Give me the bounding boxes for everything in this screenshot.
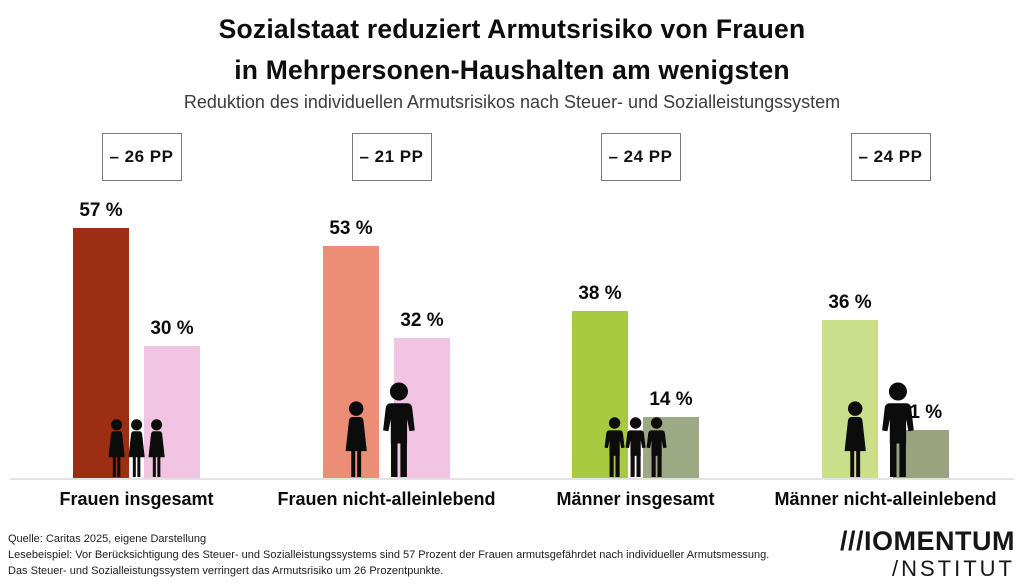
category-label: Männer insgesamt	[556, 489, 715, 509]
title-line-1: Sozialstaat reduziert Armutsrisiko von F…	[218, 14, 806, 44]
x-axis-line	[10, 478, 1014, 480]
man-icon	[625, 417, 646, 477]
man-icon	[646, 417, 667, 477]
category-label: Männer nicht-alleinlebend	[774, 489, 997, 509]
bar-value-label: 14 %	[649, 388, 693, 410]
logo-wordmark-institut: /NSTITUT	[892, 556, 1015, 581]
man-icon	[382, 382, 415, 477]
source-note: Quelle: Caritas 2025, eigene Darstellung…	[8, 531, 769, 579]
pictogram-couple	[840, 401, 870, 477]
pictogram-three-men	[602, 417, 627, 477]
pictogram-couple	[878, 382, 918, 477]
momentum-institut-logo: ///IOMENTUM /NSTITUT	[840, 527, 1015, 582]
bar-value-label: 57 %	[79, 200, 123, 221]
pictogram-three-women	[145, 419, 168, 477]
woman-icon	[108, 419, 125, 477]
reduction-annotation: – 24 PP	[600, 133, 681, 181]
pictogram-three-women	[105, 419, 128, 477]
bar	[822, 320, 878, 478]
source-line: Quelle: Caritas 2025, eigene Darstellung	[8, 533, 207, 545]
bar-value-label: 36 %	[828, 292, 872, 314]
bar-value-label: 38 %	[578, 283, 622, 305]
category-label: Frauen nicht-alleinlebend	[277, 489, 496, 509]
bar-value-label: 32 %	[400, 309, 444, 331]
reading-example-line-2: Das Steuer- und Sozialleistungssystem ve…	[8, 565, 444, 577]
woman-icon	[345, 401, 368, 477]
pictogram-three-men	[623, 417, 648, 477]
chart-subtitle: Reduktion des individuellen Armutsrisiko…	[183, 92, 841, 112]
pictogram-three-men	[644, 417, 669, 477]
pictogram-couple	[379, 382, 419, 477]
man-icon	[881, 382, 914, 477]
woman-icon	[128, 419, 145, 477]
category-label: Frauen insgesamt	[59, 489, 214, 509]
pictogram-couple	[341, 401, 371, 477]
title-line-2: in Mehrpersonen-Haushalten am wenigsten	[234, 55, 790, 85]
bar-value-label: 30 %	[150, 318, 194, 340]
woman-icon	[844, 401, 867, 477]
logo-wordmark-momentum: ///IOMENTUM	[840, 526, 1015, 556]
reduction-annotation: – 21 PP	[351, 133, 432, 181]
page-title: Sozialstaat reduziert Armutsrisiko von F…	[0, 9, 1024, 91]
reading-example-line-1: Lesebeispiel: Vor Berücksichtigung des S…	[8, 549, 770, 561]
bar-value-label: 53 %	[329, 217, 373, 239]
pictogram-three-women	[125, 419, 148, 477]
woman-icon	[148, 419, 165, 477]
reduction-annotation: – 24 PP	[850, 133, 931, 181]
man-icon	[604, 417, 625, 477]
reduction-annotation: – 26 PP	[101, 133, 182, 181]
